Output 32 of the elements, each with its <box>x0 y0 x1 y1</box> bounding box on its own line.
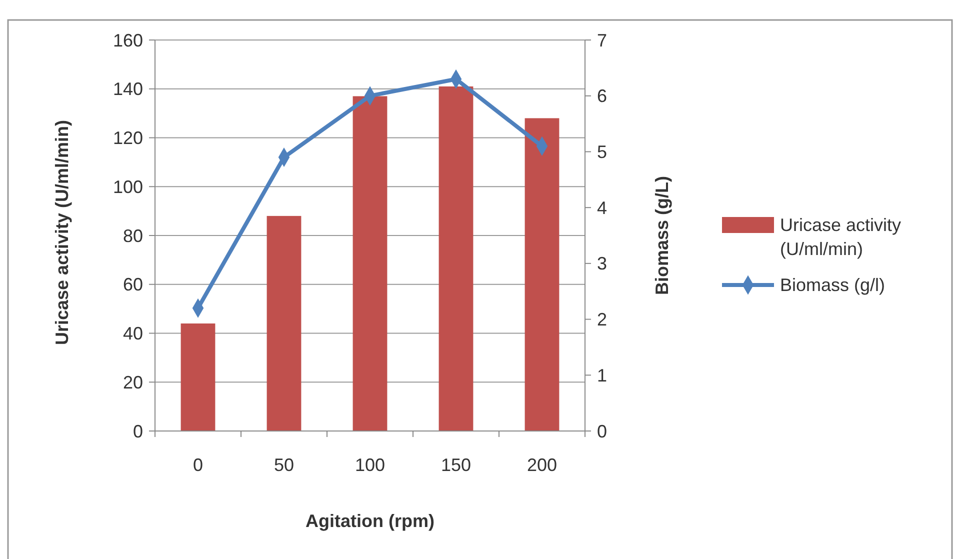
y2-tick-label: 3 <box>597 254 608 274</box>
y-tick-label: 80 <box>122 226 143 246</box>
bar <box>266 216 302 431</box>
x-tick-label: 50 <box>274 455 294 475</box>
x-tick-label: 150 <box>440 455 472 475</box>
legend-label: Biomass (g/l) <box>780 275 886 295</box>
legend-label: Uricase activity (U/ml/min) <box>780 215 902 259</box>
y2-tick-label: 6 <box>597 86 608 106</box>
y2-tick-label: 7 <box>597 30 608 50</box>
y2-tick-label: 4 <box>597 198 608 218</box>
y-tick-label: 0 <box>132 421 143 442</box>
x-axis-title: Agitation (rpm) <box>306 511 434 531</box>
y-tick-label: 100 <box>112 176 143 197</box>
bar <box>180 323 216 431</box>
y2-axis-title: Biomass (g/L) <box>652 176 672 296</box>
bar <box>524 118 560 431</box>
y-tick-label: 140 <box>112 79 143 100</box>
y-tick-label: 160 <box>112 30 143 50</box>
x-tick-label: 0 <box>192 455 204 475</box>
y-tick-label: 120 <box>112 128 143 148</box>
y2-tick-label: 1 <box>597 365 608 386</box>
y2-tick-label: 2 <box>597 310 608 330</box>
y2-tick-label: 5 <box>597 142 608 162</box>
y-tick-label: 40 <box>122 324 143 344</box>
x-tick-label: 200 <box>526 455 558 475</box>
bar <box>352 96 388 431</box>
bar <box>438 86 474 431</box>
y-tick-label: 60 <box>122 274 143 295</box>
y2-tick-label: 0 <box>597 421 608 442</box>
x-tick-label: 100 <box>354 455 386 475</box>
y-axis-title: Uricase activity (U/ml/min) <box>52 120 72 346</box>
y-tick-label: 20 <box>122 372 143 392</box>
